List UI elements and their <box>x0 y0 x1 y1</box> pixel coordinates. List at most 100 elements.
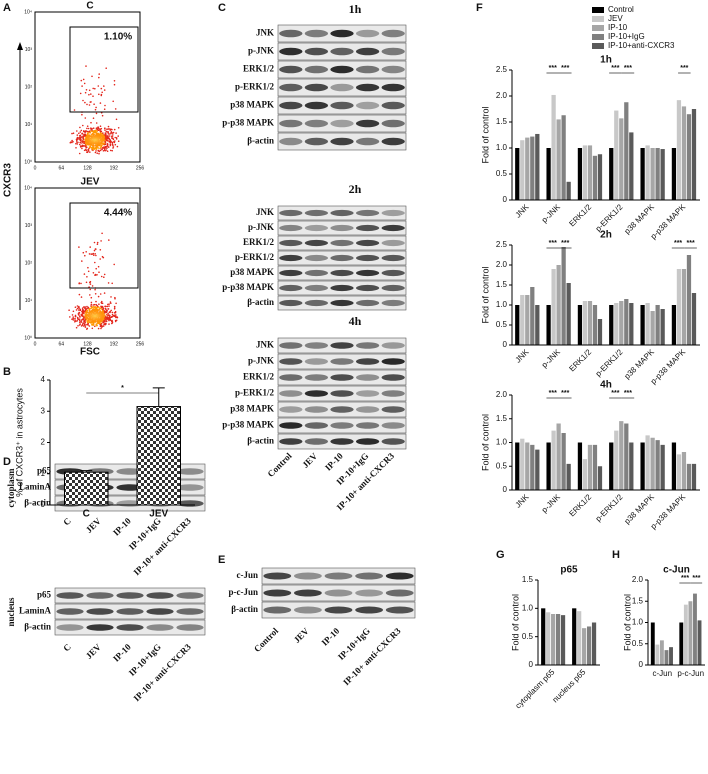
event-dot <box>80 136 82 138</box>
event-dot <box>95 254 97 257</box>
bar <box>676 100 682 200</box>
band <box>381 374 405 381</box>
event-dot <box>72 316 74 318</box>
event-dot <box>111 313 114 316</box>
band <box>355 606 384 614</box>
event-dot <box>109 319 112 322</box>
event-dot <box>82 251 85 254</box>
event-dot <box>76 320 79 322</box>
band <box>355 572 384 580</box>
significance: *** <box>561 240 569 247</box>
event-dot <box>113 80 116 82</box>
band <box>381 269 405 277</box>
event-dot <box>107 125 110 128</box>
error-bar <box>152 387 165 407</box>
band <box>86 624 114 631</box>
event-dot <box>108 323 110 325</box>
event-dot <box>98 303 100 306</box>
event-dot <box>74 321 76 323</box>
blot-label: ERK1/2 <box>243 237 275 247</box>
y-tick-label: 10¹ <box>25 298 33 304</box>
bar <box>688 601 693 665</box>
event-dot <box>78 152 81 155</box>
y-tick-label: 0 <box>503 340 508 349</box>
x-tick-label: nucleus p65 <box>551 667 588 704</box>
event-dot <box>89 283 92 285</box>
bar <box>577 611 582 665</box>
event-dot <box>78 305 80 308</box>
bar <box>655 305 660 345</box>
significance: *** <box>549 240 557 247</box>
event-dot <box>82 309 84 312</box>
chart-title: c-Jun <box>663 565 690 576</box>
event-dot <box>79 315 81 318</box>
bar <box>587 444 593 490</box>
event-dot <box>88 89 91 92</box>
event-dot <box>71 139 73 142</box>
plot-title: C <box>86 1 93 12</box>
event-dot <box>87 266 89 269</box>
lane-label: JEV <box>292 625 311 644</box>
bar <box>520 295 525 345</box>
gate <box>69 202 139 289</box>
event-dot <box>96 152 98 154</box>
lane-label: IP-10 <box>323 450 345 472</box>
event-dot <box>108 128 110 130</box>
panel-letter: A <box>3 2 11 14</box>
event-dot <box>83 324 86 326</box>
band <box>116 592 144 599</box>
band <box>330 239 354 247</box>
event-dot <box>109 310 111 313</box>
blot-label: β-actin <box>24 498 51 508</box>
event-dot <box>113 263 115 266</box>
event-dot <box>94 261 96 264</box>
band <box>304 390 329 397</box>
band <box>381 299 405 307</box>
event-dot <box>100 240 102 242</box>
event-dot <box>78 324 81 326</box>
event-dot <box>100 130 102 132</box>
event-dot <box>100 301 103 304</box>
bar <box>650 148 655 200</box>
event-dot <box>111 311 114 314</box>
significance: * <box>121 385 124 392</box>
event-dot <box>100 87 103 90</box>
event-dot <box>94 87 96 90</box>
y-tick-label: 0.5 <box>496 461 508 470</box>
band <box>355 390 380 397</box>
bar <box>535 305 540 345</box>
chart-title: 1h <box>600 55 612 66</box>
bar <box>591 622 597 665</box>
band <box>381 284 405 292</box>
bar <box>691 293 697 345</box>
event-dot <box>78 293 81 296</box>
event-dot <box>89 101 92 103</box>
bar <box>592 444 598 490</box>
event-dot <box>79 321 81 324</box>
bar <box>614 430 619 490</box>
event-dot <box>105 67 107 69</box>
significance: *** <box>624 390 632 397</box>
event-dot <box>114 311 117 314</box>
event-dot <box>88 148 90 150</box>
bar <box>676 269 682 345</box>
event-dot <box>112 133 114 135</box>
band <box>304 65 329 74</box>
axis-label: FSC <box>80 347 100 358</box>
event-dot <box>104 323 107 326</box>
band <box>355 119 380 128</box>
legend-swatch <box>592 25 604 31</box>
blot-label: p38 MAPK <box>230 100 274 110</box>
bar <box>546 305 551 345</box>
blot-label: p-p38 MAPK <box>222 420 274 430</box>
band <box>279 209 303 217</box>
blot-strip <box>277 78 407 97</box>
band <box>146 592 174 599</box>
event-dot <box>99 249 102 251</box>
event-dot <box>74 306 77 309</box>
blot-label: ERK1/2 <box>243 64 275 74</box>
event-dot <box>106 144 109 147</box>
event-dot <box>100 305 102 308</box>
arrow-head <box>17 42 23 50</box>
